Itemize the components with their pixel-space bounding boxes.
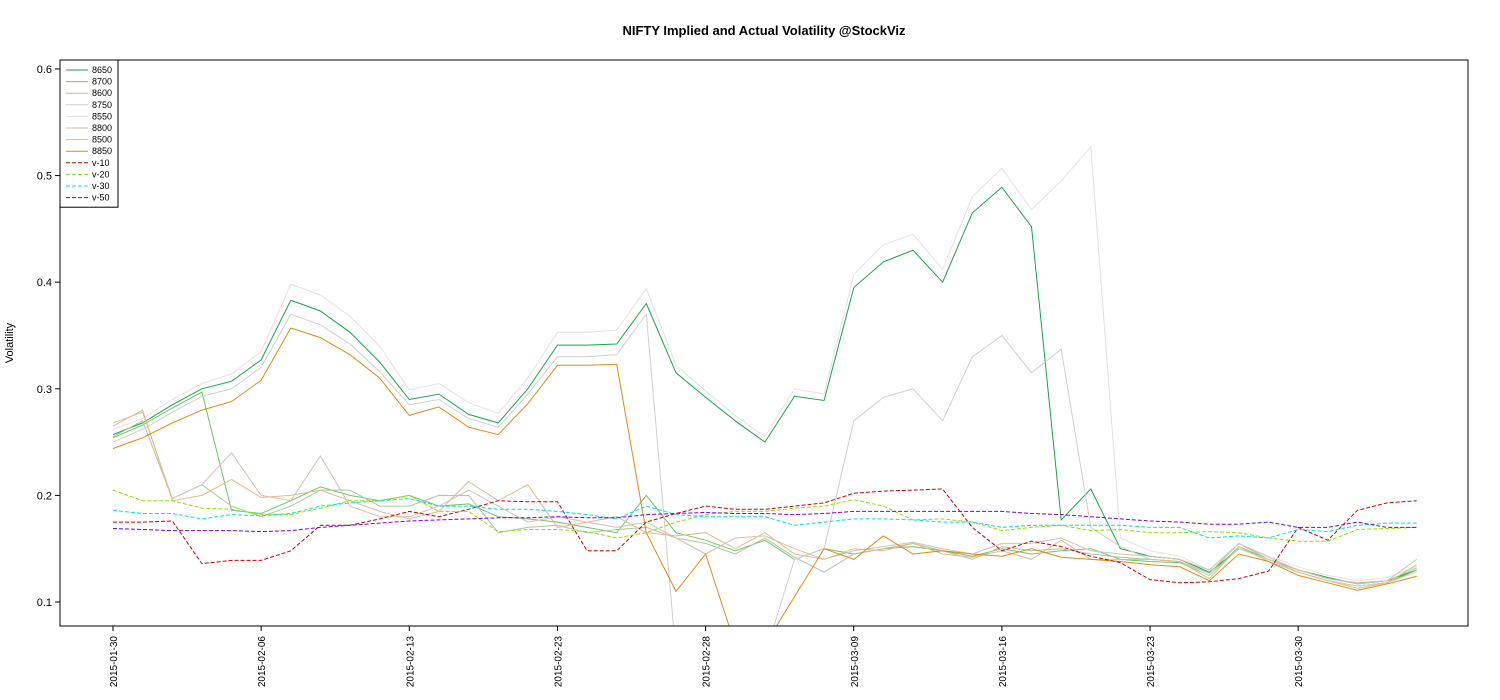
legend-label: v-50 [92, 193, 110, 203]
legend-label: 8600 [92, 88, 112, 98]
series-line [112, 420, 1417, 584]
plot-frame [59, 59, 1469, 627]
y-tick-label: 0.1 [37, 597, 52, 609]
legend-label: 8500 [92, 135, 112, 145]
x-tick-label: 2015-03-16 [998, 636, 1009, 688]
x-tick-label: 2015-02-13 [405, 636, 416, 688]
legend-label: 8650 [92, 65, 112, 75]
y-tick-label: 0.2 [37, 490, 52, 502]
series-line [112, 186, 1417, 585]
legend-label: v-20 [92, 169, 110, 179]
legend-label: 8550 [92, 111, 112, 121]
legend-label: 8800 [92, 123, 112, 133]
series-line [113, 488, 1417, 584]
series-line [112, 489, 1417, 542]
legend-label: 8850 [92, 146, 112, 156]
legend-box [59, 59, 119, 208]
series-line [112, 498, 1417, 539]
x-tick-label: 2015-03-23 [1146, 636, 1157, 688]
legend-label: v-30 [92, 181, 110, 191]
series-line [112, 510, 1417, 533]
series-line [112, 145, 1417, 582]
y-axis-label: Volatility [4, 322, 16, 363]
plot-lines [112, 145, 1417, 626]
series-line [112, 312, 1417, 626]
legend-label: 8750 [92, 100, 112, 110]
y-tick-label: 0.6 [37, 64, 52, 76]
y-tick-label: 0.3 [37, 384, 52, 396]
x-tick-label: 2015-01-30 [109, 636, 120, 688]
legend-label: 8700 [92, 77, 112, 87]
x-tick-label: 2015-02-06 [257, 636, 268, 688]
x-tick-label: 2015-03-09 [850, 636, 861, 688]
x-tick-label: 2015-03-30 [1294, 636, 1305, 688]
y-tick-label: 0.5 [37, 171, 52, 183]
chart-title: NIFTY Implied and Actual Volatility @Sto… [622, 23, 906, 38]
legend-label: v-10 [92, 158, 110, 168]
y-tick-label: 0.4 [37, 277, 52, 289]
x-tick-label: 2015-02-28 [702, 636, 713, 688]
series-line [112, 411, 1417, 585]
series-line [112, 327, 1417, 626]
x-tick-label: 2015-02-23 [553, 636, 564, 688]
series-line [112, 409, 1417, 589]
